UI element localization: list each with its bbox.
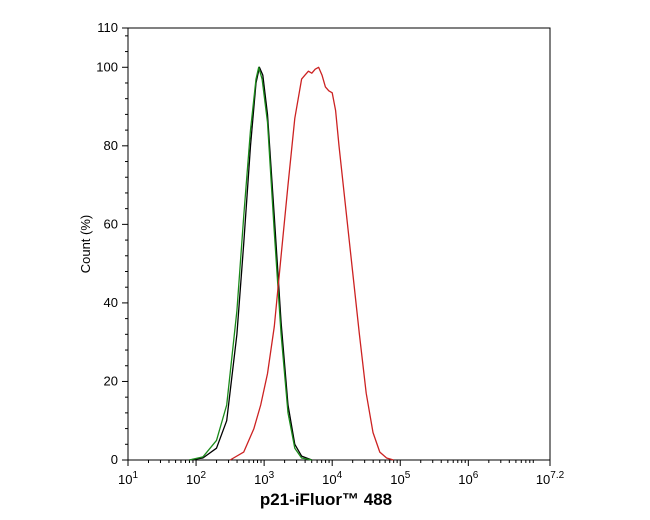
y-tick-label: 40: [104, 295, 118, 310]
y-tick-label: 110: [97, 20, 118, 35]
series-line: [229, 66, 394, 461]
x-tick-label: 107.2: [536, 470, 565, 487]
x-tick-label: 104: [322, 470, 342, 487]
y-axis-title: Count (%): [78, 215, 93, 274]
y-tick-label: 60: [104, 216, 118, 231]
x-tick-label: 106: [458, 470, 478, 487]
series-line: [189, 66, 313, 461]
x-tick-exponent: 7.2: [550, 470, 564, 481]
plot-frame: [127, 27, 551, 461]
y-tick-label: 100: [96, 59, 118, 74]
x-tick-label: 102: [186, 470, 206, 487]
x-tick-exponent: 1: [132, 470, 138, 481]
series-line: [189, 66, 312, 461]
x-tick-base: 10: [390, 472, 404, 487]
x-tick-label: 105: [390, 470, 410, 487]
x-tick-label: 101: [118, 470, 138, 487]
x-tick-exponent: 5: [405, 470, 411, 481]
y-tick-label: 80: [104, 138, 118, 153]
x-axis-title: p21-iFluor™ 488: [260, 490, 392, 509]
x-tick-exponent: 6: [473, 470, 479, 481]
x-axis-ticks: 101 102 103 104 105 106 107.2: [118, 460, 565, 487]
y-axis-ticks: 0 20 40 60 80 100 110: [96, 20, 128, 467]
x-tick-base: 10: [118, 472, 132, 487]
x-tick-label: 103: [254, 470, 274, 487]
x-tick-base: 10: [254, 472, 268, 487]
x-tick-base: 10: [536, 472, 550, 487]
y-tick-label: 20: [104, 373, 118, 388]
x-tick-exponent: 4: [337, 470, 343, 481]
y-tick-label: 0: [111, 452, 118, 467]
x-tick-base: 10: [322, 472, 336, 487]
x-tick-exponent: 2: [201, 470, 207, 481]
x-tick-base: 10: [458, 472, 472, 487]
series-group: [189, 66, 394, 461]
x-tick-exponent: 3: [269, 470, 275, 481]
x-tick-base: 10: [186, 472, 200, 487]
